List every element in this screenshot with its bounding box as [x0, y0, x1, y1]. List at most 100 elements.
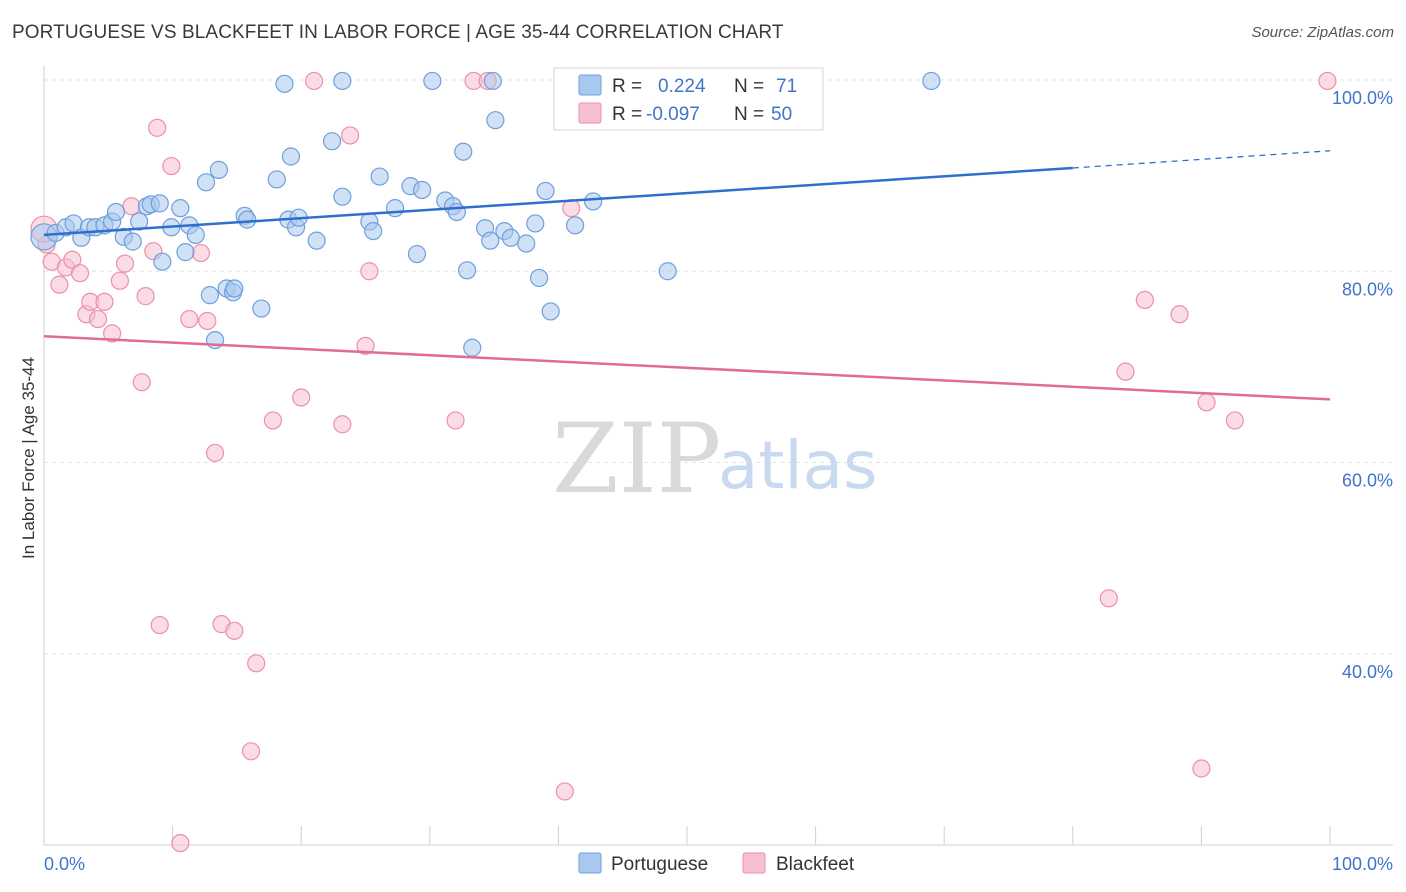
blackfeet-point-26 [225, 621, 244, 640]
blackfeet-point-31 [304, 71, 324, 91]
watermark-atlas: atlas [718, 427, 878, 504]
portuguese-point-45 [385, 199, 405, 218]
blackfeet-point-33 [340, 126, 360, 145]
portuguese-point-19 [176, 243, 195, 262]
legend-blackfeet-swatch [742, 852, 766, 874]
legend-r-value-1: 0.224 [658, 76, 706, 97]
legend-n-label-2: N = [734, 104, 764, 125]
portuguese-point-61 [526, 214, 545, 233]
watermark: ZIP atlas [552, 403, 878, 515]
blackfeet-point-22 [191, 243, 210, 263]
blackfeet-points [30, 71, 1337, 853]
y-tick-label-3: 100.0% [1332, 88, 1393, 108]
blackfeet-point-39 [555, 782, 574, 801]
blackfeet-point-4 [63, 250, 82, 269]
portuguese-point-66 [584, 192, 603, 211]
blackfeet-point-47 [1225, 411, 1244, 430]
portuguese-point-32 [267, 170, 286, 189]
portuguese-point-47 [407, 244, 427, 264]
portuguese-point-67 [658, 262, 677, 281]
x-tick-label-max: 100.0% [1332, 854, 1393, 874]
legend-portuguese-swatch [578, 852, 602, 874]
blackfeet-point-8 [88, 309, 108, 329]
chart-title: PORTUGUESE VS BLACKFEET IN LABOR FORCE |… [12, 22, 784, 43]
grid-lines [44, 79, 1393, 655]
blackfeet-point-48 [1318, 71, 1337, 91]
blackfeet-point-15 [136, 287, 155, 306]
blackfeet-trend-line [43, 335, 1331, 401]
portuguese-swatch [578, 74, 602, 96]
portuguese-point-30 [238, 210, 257, 229]
x-tick-labels: 0.0% 100.0% [44, 854, 1393, 874]
legend-r-label-1: R = [612, 76, 642, 97]
y-tick-labels: 40.0% 60.0% 80.0% 100.0% [1332, 88, 1393, 682]
portuguese-points [30, 71, 941, 357]
portuguese-point-62 [530, 268, 549, 288]
portuguese-point-35 [281, 147, 301, 166]
portuguese-point-51 [447, 202, 466, 222]
blackfeet-point-11 [110, 271, 129, 290]
blackfeet-point-12 [115, 254, 135, 273]
blackfeet-point-18 [150, 615, 169, 635]
blackfeet-point-27 [241, 742, 261, 761]
blackfeet-point-9 [95, 292, 114, 311]
portuguese-point-53 [457, 261, 477, 280]
portuguese-point-54 [463, 338, 482, 357]
blackfeet-point-28 [247, 654, 266, 673]
portuguese-point-16 [153, 252, 172, 271]
series-legend: Portuguese Blackfeet [578, 852, 855, 875]
blackfeet-point-46 [1197, 393, 1216, 412]
portuguese-point-56 [481, 231, 500, 250]
legend-n-value-1: 71 [776, 76, 797, 97]
blackfeet-point-35 [360, 262, 379, 281]
blackfeet-point-14 [132, 373, 151, 392]
blackfeet-point-24 [205, 443, 225, 463]
blackfeet-point-21 [180, 309, 199, 329]
y-tick-label-1: 60.0% [1342, 471, 1393, 491]
blackfeet-point-20 [171, 833, 190, 853]
portuguese-point-28 [225, 279, 244, 298]
legend-blackfeet-label: Blackfeet [776, 854, 855, 875]
legend-n-label-1: N = [734, 76, 764, 97]
portuguese-point-33 [275, 74, 294, 93]
axes [43, 66, 1393, 846]
portuguese-point-63 [536, 181, 555, 201]
blackfeet-point-32 [333, 415, 352, 434]
blackfeet-swatch [578, 102, 602, 124]
blackfeet-point-41 [1099, 589, 1118, 608]
portuguese-point-18 [171, 199, 190, 218]
portuguese-point-9 [106, 202, 126, 222]
blackfeet-point-23 [198, 311, 217, 331]
portuguese-point-69 [483, 71, 502, 91]
blackfeet-point-13 [122, 197, 141, 216]
blackfeet-point-34 [356, 336, 375, 355]
blackfeet-point-2 [50, 275, 69, 294]
portuguese-trend-line [43, 166, 1073, 237]
blackfeet-point-29 [263, 411, 283, 430]
portuguese-point-11 [123, 232, 142, 251]
trend-lines [43, 150, 1331, 401]
y-axis-label: In Labor Force | Age 35-44 [19, 357, 38, 559]
blackfeet-point-43 [1135, 290, 1154, 310]
portuguese-point-38 [307, 231, 326, 250]
portuguese-point-52 [454, 142, 473, 161]
portuguese-point-44 [370, 167, 389, 186]
portuguese-point-65 [566, 216, 585, 235]
portuguese-point-70 [922, 71, 941, 91]
blackfeet-point-5 [70, 264, 90, 283]
portuguese-point-48 [412, 180, 432, 200]
portuguese-point-39 [322, 132, 342, 151]
legend-n-value-2: 50 [771, 104, 792, 125]
blackfeet-point-10 [103, 324, 122, 343]
y-tick-label-0: 40.0% [1342, 662, 1393, 682]
portuguese-point-59 [501, 228, 520, 247]
blackfeet-point-44 [1170, 305, 1189, 324]
portuguese-point-68 [423, 71, 442, 91]
portuguese-point-31 [252, 299, 271, 318]
legend-portuguese-label: Portuguese [611, 854, 708, 875]
portuguese-point-64 [541, 302, 560, 321]
blackfeet-point-36 [446, 411, 465, 430]
portuguese-point-22 [196, 173, 216, 192]
portuguese-point-21 [186, 225, 205, 245]
